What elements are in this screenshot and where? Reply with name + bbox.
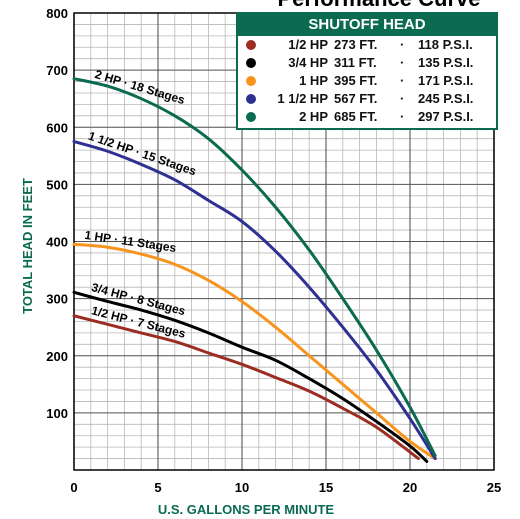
curve-label: 1 1/2 HP · 15 Stages (86, 129, 198, 179)
legend-dot (246, 112, 256, 122)
legend-dot (246, 76, 256, 86)
y-tick-label: 800 (46, 6, 68, 21)
legend-separator: · (400, 55, 405, 70)
legend-title: SHUTOFF HEAD (238, 14, 496, 36)
y-tick-label: 200 (46, 349, 68, 364)
legend-dot (246, 40, 256, 50)
legend-row-2-hp: 2 HP 685 FT. · 297 P.S.I. (238, 108, 496, 126)
y-tick-label: 700 (46, 63, 68, 78)
curve-4 (72, 77, 437, 458)
legend-row-1-hp: 1 HP 395 FT. · 171 P.S.I. (238, 72, 496, 90)
x-tick-label: 5 (154, 480, 161, 495)
legend-ft: 273 FT. (334, 37, 378, 52)
legend-dot (246, 58, 256, 68)
legend-separator: · (400, 109, 405, 124)
legend-row-three-quarter-hp: 3/4 HP 311 FT. · 135 P.S.I. (238, 54, 496, 72)
legend-psi: 171 P.S.I. (418, 73, 474, 88)
curve-1 (72, 290, 429, 463)
legend-ft: 311 FT. (334, 55, 377, 70)
legend-psi: 118 P.S.I. (418, 37, 473, 52)
legend-hp: 1 HP (299, 73, 328, 88)
y-tick-label: 600 (46, 120, 68, 135)
legend-ft: 567 FT. (334, 91, 378, 106)
chart-title-container: Performance Curve (238, 0, 520, 14)
y-axis-label: TOTAL HEAD IN FEET (20, 178, 35, 314)
legend-ft: 685 FT. (334, 109, 378, 124)
legend-psi: 135 P.S.I. (418, 55, 474, 70)
curves (72, 77, 437, 463)
curve-3 (72, 140, 437, 461)
legend-hp: 1 1/2 HP (277, 91, 328, 106)
legend-row-1-half-hp: 1 1/2 HP 567 FT. · 245 P.S.I. (238, 90, 496, 108)
legend-separator: · (400, 73, 405, 88)
curve-2 (72, 242, 437, 461)
tick-labels: 0 5 10 15 20 25 100 200 300 400 500 600 700 800 (46, 6, 501, 495)
legend-hp: 3/4 HP (288, 55, 328, 70)
y-tick-label: 500 (46, 177, 68, 192)
legend-dot (246, 94, 256, 104)
legend-hp: 1/2 HP (288, 37, 328, 52)
legend-row-half-hp: 1/2 HP 273 FT. · 118 P.S.I. (238, 36, 496, 54)
legend-psi: 297 P.S.I. (418, 109, 474, 124)
legend-hp: 2 HP (299, 109, 328, 124)
x-tick-label: 20 (403, 480, 417, 495)
curve-0 (72, 314, 420, 461)
legend-separator: · (400, 37, 405, 52)
y-tick-label: 400 (46, 235, 68, 250)
shutoff-head-legend: SHUTOFF HEAD 1/2 HP 273 FT. · 118 P.S.I.… (236, 12, 498, 130)
legend-psi: 245 P.S.I. (418, 91, 474, 106)
x-tick-label: 0 (70, 480, 77, 495)
y-tick-label: 300 (46, 292, 68, 307)
x-tick-label: 15 (319, 480, 333, 495)
legend-separator: · (400, 91, 405, 106)
chart-title: Performance Curve (238, 0, 520, 12)
legend-ft: 395 FT. (334, 73, 378, 88)
y-tick-label: 100 (46, 406, 68, 421)
x-tick-label: 25 (487, 480, 501, 495)
x-tick-label: 10 (235, 480, 249, 495)
x-axis-label: U.S. GALLONS PER MINUTE (158, 502, 335, 517)
